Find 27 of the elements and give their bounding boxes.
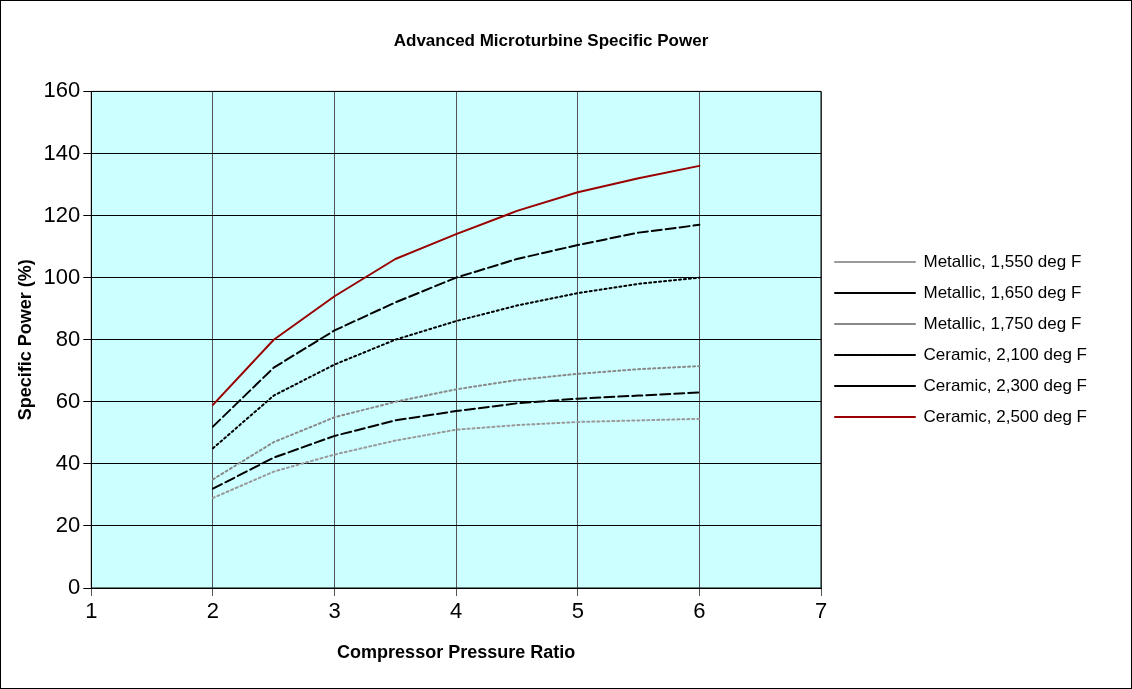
- y-tick-label: 120: [43, 201, 81, 227]
- line-series: [211, 365, 701, 481]
- legend-label: Ceramic, 2,100 deg F: [923, 344, 1087, 364]
- y-axis-title: Specific Power (%): [14, 259, 35, 421]
- y-tick-label: 160: [43, 77, 81, 103]
- legend-label: Metallic, 1,750 deg F: [923, 313, 1082, 333]
- x-tick-label: 3: [328, 598, 341, 624]
- x-axis-title: Compressor Pressure Ratio: [337, 642, 576, 663]
- y-tick-label: 40: [55, 449, 81, 475]
- chart-title: Advanced Microturbine Specific Power: [393, 30, 709, 50]
- y-tick-label: 0: [68, 574, 81, 600]
- x-tick-label: 7: [814, 598, 828, 624]
- y-tick-label: 80: [55, 325, 81, 351]
- x-tick-label: 2: [206, 598, 220, 624]
- y-tick-label: 100: [43, 263, 81, 289]
- x-tick-label: 1: [85, 598, 98, 624]
- legend-label: Metallic, 1,650 deg F: [923, 282, 1082, 302]
- x-tick-label: 5: [571, 598, 584, 624]
- y-tick-label: 60: [55, 387, 81, 413]
- legend-label: Ceramic, 2,300 deg F: [923, 375, 1087, 395]
- legend-label: Metallic, 1,550 deg F: [923, 251, 1082, 271]
- x-tick-label: 6: [693, 598, 706, 624]
- legend-label: Ceramic, 2,500 deg F: [923, 406, 1087, 426]
- line-series: [211, 417, 701, 499]
- y-tick-label: 20: [55, 511, 81, 537]
- x-tick-label: 4: [450, 598, 463, 624]
- y-tick-label: 140: [43, 139, 81, 165]
